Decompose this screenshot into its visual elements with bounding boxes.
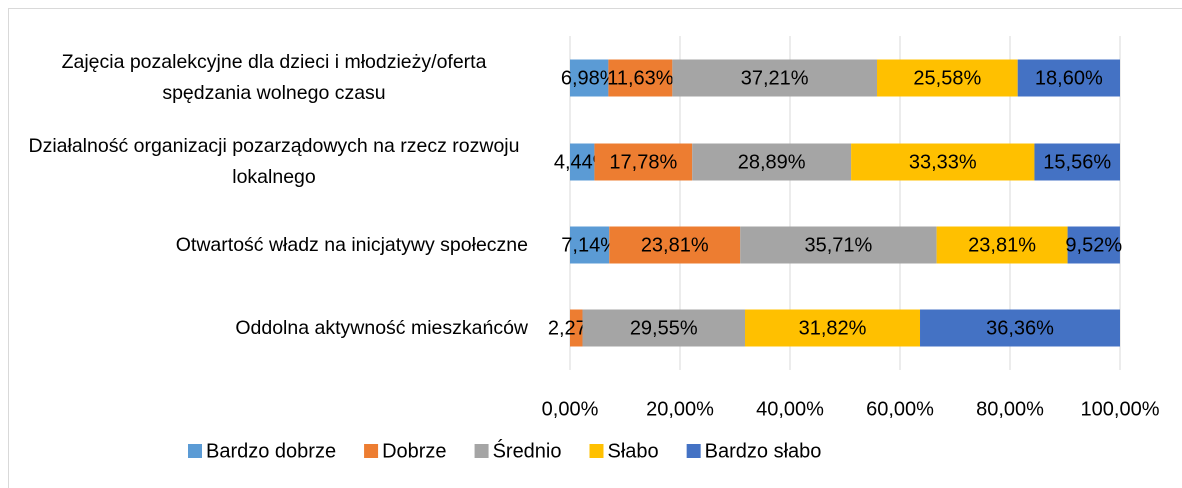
bar-segment — [920, 309, 1120, 347]
data-label: 18,60% — [1035, 67, 1103, 89]
data-label: 31,82% — [799, 317, 867, 339]
bar-segment — [1034, 143, 1120, 181]
data-label: 28,89% — [738, 151, 806, 173]
x-tick-label: 80,00% — [976, 398, 1044, 420]
y-tick-label: Otwartość władz na inicjatywy społeczne — [175, 233, 528, 256]
data-label: 37,21% — [741, 67, 809, 89]
data-label: 17,78% — [609, 151, 677, 173]
legend-label: Bardzo dobrze — [206, 440, 336, 462]
legend-swatch — [589, 444, 604, 458]
legend-label: Dobrze — [382, 440, 446, 462]
category-label-box: Zajęcia pozalekcyjne dla dzieci i młodzi… — [20, 38, 528, 118]
bar-segment — [877, 59, 1018, 97]
bar-segment — [609, 226, 741, 264]
legend-label: Średnio — [493, 438, 562, 462]
legend-label: Bardzo słabo — [705, 440, 822, 462]
bar-segment — [1067, 226, 1120, 264]
category-label-box: Otwartość władz na inicjatywy społeczne — [20, 205, 528, 285]
bar-segment — [692, 143, 852, 181]
data-label: 11,63% — [607, 67, 674, 89]
x-tick-label: 0,00% — [542, 398, 599, 420]
y-tick-label: Działalność organizacji pozarządowych na… — [28, 135, 520, 188]
data-label: 15,56% — [1043, 151, 1111, 173]
legend-label: Słabo — [608, 440, 659, 462]
bar-segment — [745, 309, 921, 347]
legend-swatch — [474, 444, 489, 458]
bar-segment — [740, 226, 937, 264]
data-label: 7,14% — [561, 234, 618, 256]
y-tick-label: Zajęcia pozalekcyjne dla dzieci i młodzi… — [61, 51, 487, 104]
x-tick-label: 60,00% — [866, 398, 934, 420]
chart-border — [8, 8, 1182, 488]
category-label-box: Działalność organizacji pozarządowych na… — [20, 122, 528, 202]
x-tick-label: 100,00% — [1081, 398, 1160, 420]
bar-segment — [582, 309, 746, 347]
bar-segment — [570, 143, 595, 181]
x-tick-label: 20,00% — [646, 398, 714, 420]
data-label: 25,58% — [913, 67, 981, 89]
bar-segment — [608, 59, 673, 97]
bar-segment — [570, 309, 583, 347]
legend-swatch — [686, 444, 701, 458]
bar-segment — [672, 59, 878, 97]
y-tick-label: Oddolna aktywność mieszkańców — [235, 316, 528, 339]
data-label: 23,81% — [641, 234, 709, 256]
data-label: 33,33% — [909, 151, 977, 173]
data-label: 6,98% — [561, 67, 618, 89]
legend-swatch — [364, 444, 379, 458]
bar-segment — [570, 59, 609, 97]
bar-segment — [594, 143, 693, 181]
bar-segment — [851, 143, 1035, 181]
data-label: 35,71% — [805, 234, 873, 256]
x-tick-label: 40,00% — [756, 398, 824, 420]
data-label: 36,36% — [986, 317, 1054, 339]
bar-segment — [570, 226, 610, 264]
bar-segment — [936, 226, 1068, 264]
category-label-box: Oddolna aktywność mieszkańców — [20, 288, 528, 368]
data-label: 23,81% — [968, 234, 1036, 256]
data-label: 9,52% — [1065, 234, 1122, 256]
bar-segment — [1017, 59, 1120, 97]
legend-swatch — [188, 444, 202, 458]
data-label: 29,55% — [630, 317, 698, 339]
